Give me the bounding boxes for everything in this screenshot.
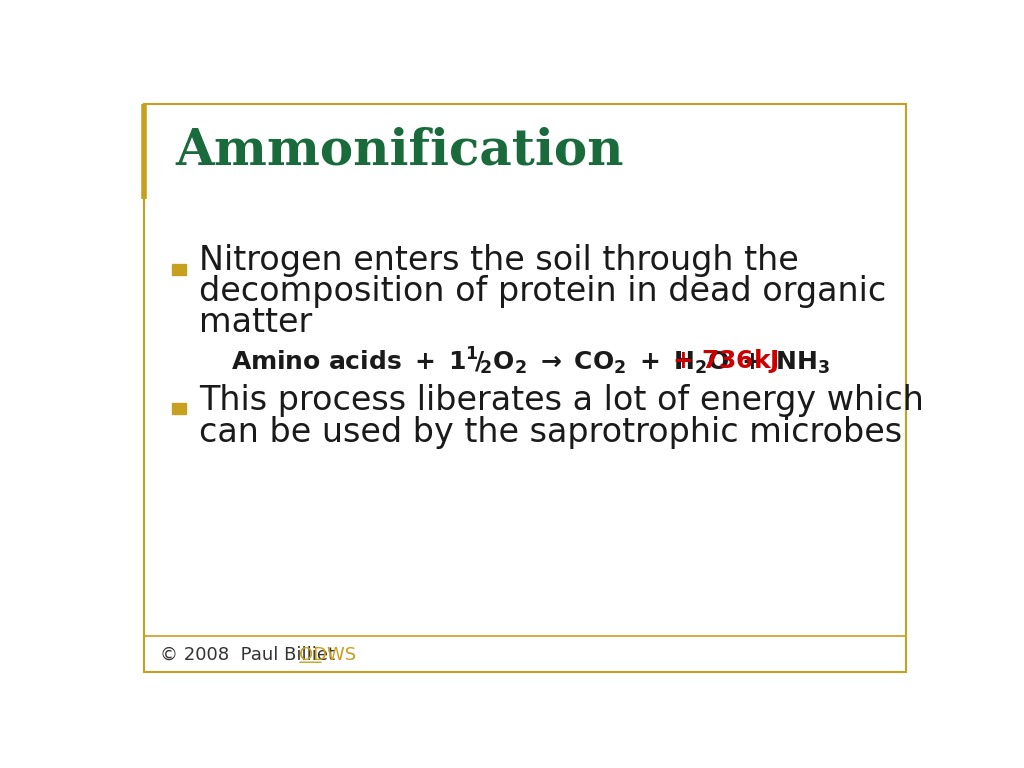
Bar — [172, 403, 186, 414]
Text: $\mathbf{+\ 736kJ}$: $\mathbf{+\ 736kJ}$ — [672, 347, 778, 376]
Bar — [172, 264, 186, 275]
Text: can be used by the saprotrophic microbes: can be used by the saprotrophic microbes — [200, 415, 902, 449]
Text: matter: matter — [200, 306, 312, 339]
Text: $\mathbf{Amino\ acids\ +\ 1^1\!/\!_2O_2\ \rightarrow\ CO_2\ +\ H_2O\ +\ NH_3}$: $\mathbf{Amino\ acids\ +\ 1^1\!/\!_2O_2\… — [231, 346, 830, 377]
Text: ODWS: ODWS — [299, 646, 355, 664]
Text: Ammonification: Ammonification — [176, 127, 624, 176]
Text: decomposition of protein in dead organic: decomposition of protein in dead organic — [200, 275, 887, 308]
Text: This process liberates a lot of energy which: This process liberates a lot of energy w… — [200, 384, 925, 417]
Text: Nitrogen enters the soil through the: Nitrogen enters the soil through the — [200, 244, 799, 277]
Text: © 2008  Paul Billiet: © 2008 Paul Billiet — [160, 646, 341, 664]
